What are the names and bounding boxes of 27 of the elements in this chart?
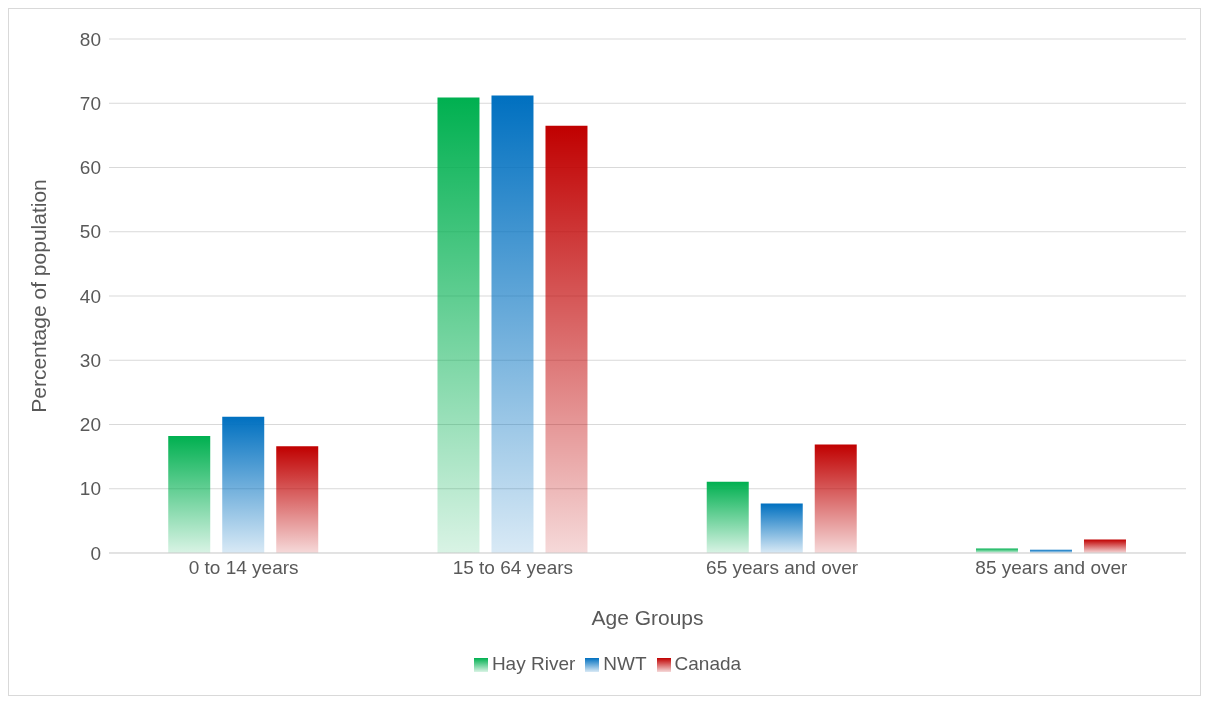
legend-label: Hay River — [491, 653, 576, 674]
bar — [437, 97, 480, 553]
legend-label: NWT — [603, 653, 647, 674]
bar — [491, 95, 534, 553]
y-tick-label: 60 — [79, 157, 101, 179]
y-tick-label: 40 — [79, 285, 101, 307]
bar — [168, 436, 211, 553]
y-axis-title: Percentage of population — [27, 179, 51, 413]
bar — [276, 446, 319, 553]
x-tick-label: 15 to 64 years — [452, 557, 574, 579]
y-tick-label: 80 — [79, 28, 101, 50]
x-axis-title: Age Groups — [591, 606, 704, 629]
bar — [545, 125, 588, 553]
y-tick-label: 0 — [90, 542, 101, 564]
y-tick-label: 50 — [79, 221, 101, 243]
bar — [814, 444, 857, 553]
bar — [706, 481, 749, 553]
legend-label: Canada — [674, 653, 742, 674]
y-tick-label: 10 — [79, 478, 101, 500]
y-tick-label: 30 — [79, 349, 101, 371]
bar — [222, 416, 265, 553]
x-tick-label: 0 to 14 years — [188, 557, 299, 579]
x-tick-label: 85 years and over — [975, 557, 1129, 579]
y-tick-label: 70 — [79, 93, 101, 114]
x-tick-label: 65 years and over — [706, 557, 859, 579]
y-tick-label: 20 — [79, 414, 101, 436]
bar — [760, 503, 803, 553]
